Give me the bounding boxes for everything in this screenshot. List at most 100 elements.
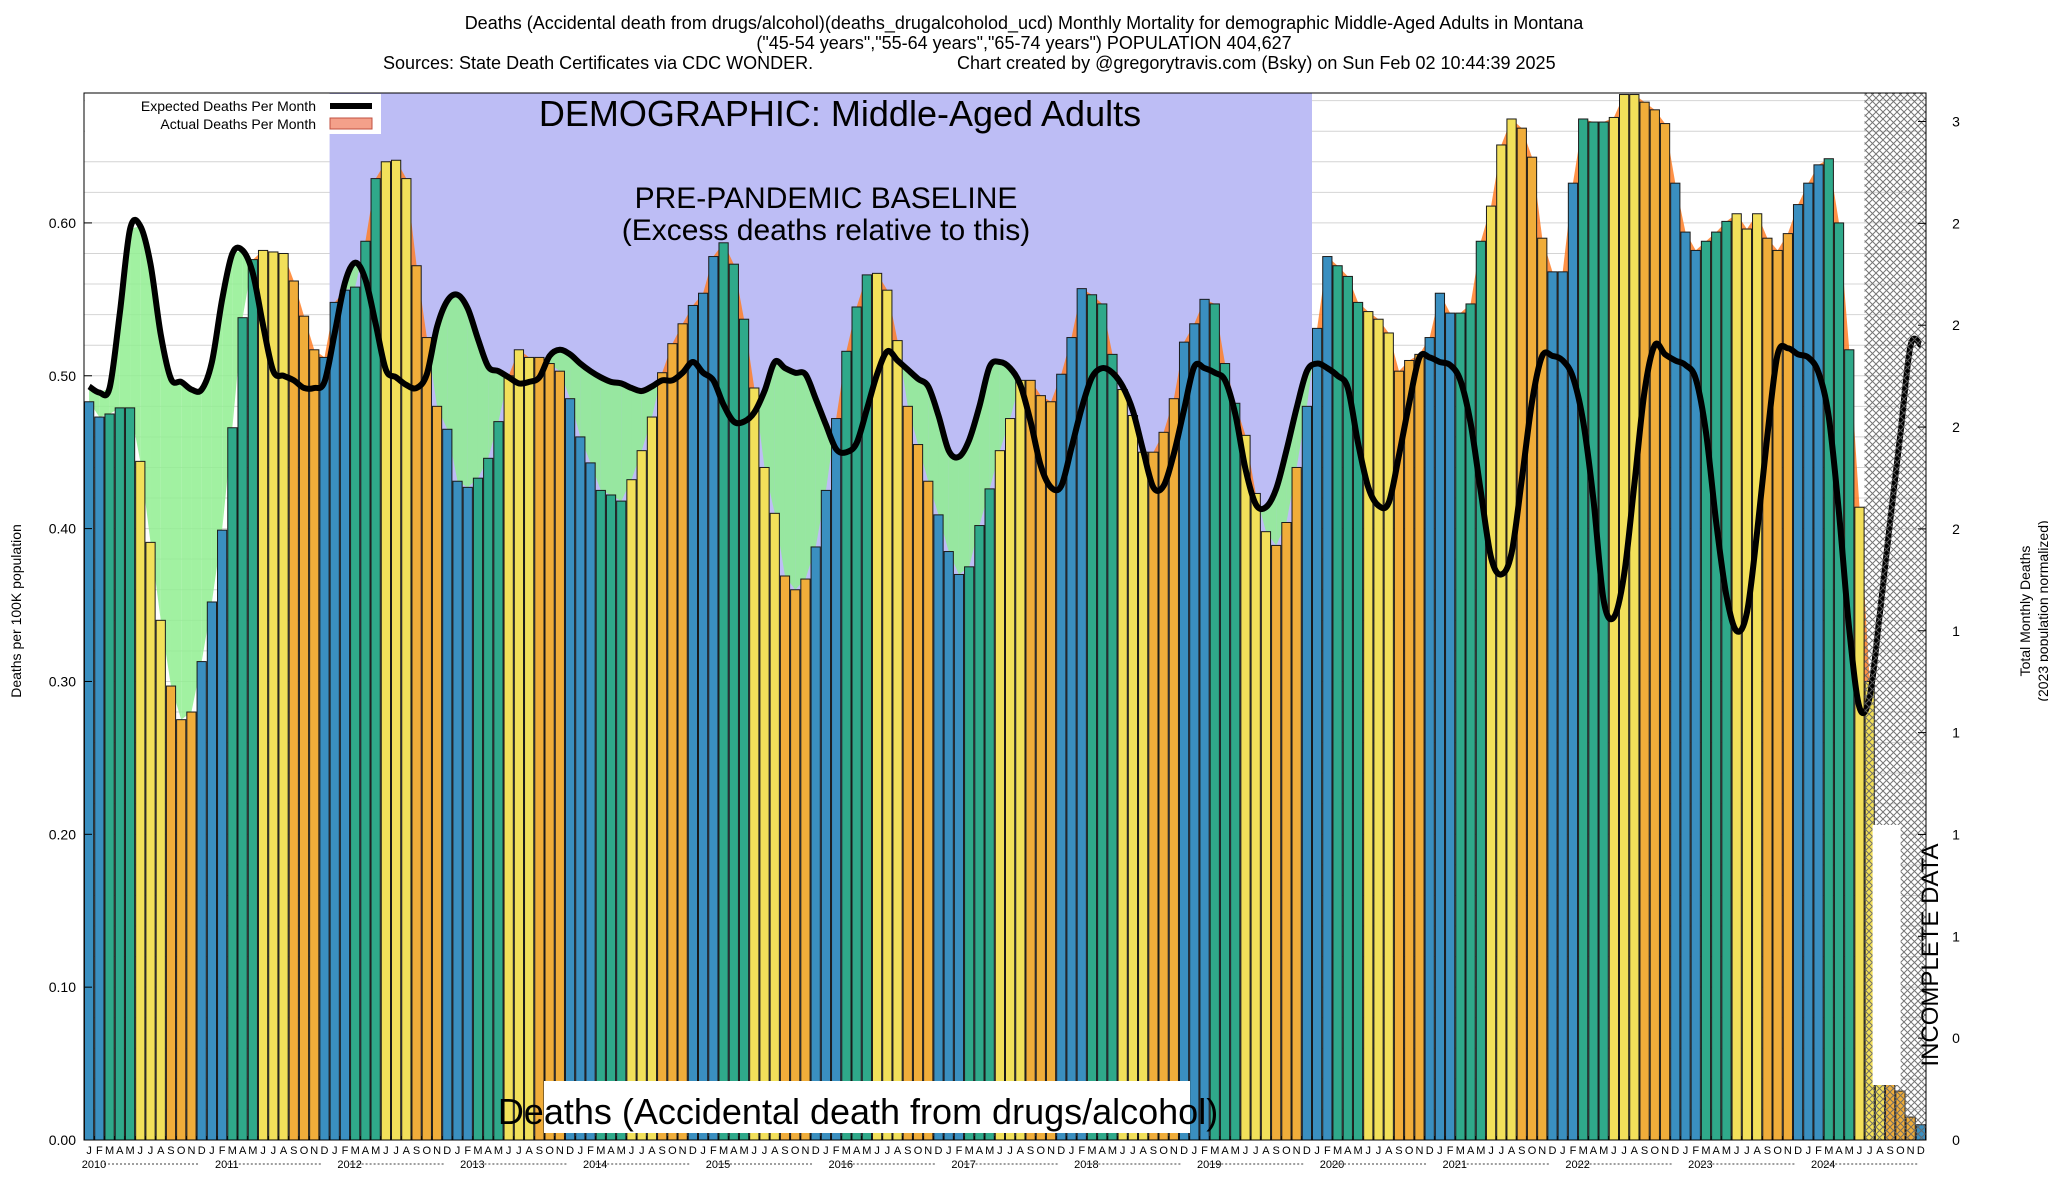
month-label: D xyxy=(566,1145,574,1157)
month-label: N xyxy=(801,1145,809,1157)
right-tick-label: 0 xyxy=(1952,1132,1960,1148)
bar xyxy=(309,349,320,1141)
month-label: J xyxy=(578,1145,584,1157)
month-label: O xyxy=(1037,1145,1046,1157)
excess-fill-segment xyxy=(457,294,468,488)
bar xyxy=(1383,332,1394,1141)
month-label: O xyxy=(791,1145,800,1157)
bar xyxy=(831,418,842,1141)
month-label: M xyxy=(1824,1145,1833,1157)
bar xyxy=(1813,164,1824,1141)
month-label: M xyxy=(1087,1145,1096,1157)
month-label: M xyxy=(351,1145,360,1157)
month-label: M xyxy=(1722,1145,1731,1157)
month-label: O xyxy=(1773,1145,1782,1157)
bar xyxy=(513,349,525,1141)
bar xyxy=(534,356,545,1141)
bar xyxy=(984,488,995,1141)
month-label: S xyxy=(1887,1145,1894,1157)
bottom-label: Deaths (Accidental death from drugs/alco… xyxy=(498,1091,1218,1132)
bar xyxy=(1803,182,1814,1141)
bar xyxy=(1107,353,1118,1141)
month-label: D xyxy=(1671,1145,1679,1157)
month-label: A xyxy=(116,1145,124,1157)
bar xyxy=(1178,341,1190,1141)
month-label: J xyxy=(86,1145,92,1157)
bar xyxy=(186,711,197,1141)
bar xyxy=(1485,205,1497,1141)
month-label: A xyxy=(1713,1145,1721,1157)
bar xyxy=(1312,327,1323,1141)
month-label: J xyxy=(1611,1145,1617,1157)
month-label: N xyxy=(1661,1145,1669,1157)
bar xyxy=(1639,101,1650,1141)
bar xyxy=(687,304,698,1141)
bar xyxy=(1250,492,1261,1141)
bar xyxy=(677,323,688,1141)
month-label: A xyxy=(607,1145,615,1157)
bar xyxy=(319,356,330,1141)
year-label: 2020 xyxy=(1320,1159,1344,1171)
bar xyxy=(820,489,832,1141)
month-label: A xyxy=(1876,1145,1884,1157)
month-label: F xyxy=(1447,1145,1454,1157)
bar xyxy=(1670,182,1681,1141)
excess-fill-segment xyxy=(1276,450,1287,546)
excess-fill-segment xyxy=(191,389,202,713)
bar xyxy=(1097,303,1108,1141)
right-tick-label: 3 xyxy=(1952,114,1960,130)
month-label: O xyxy=(1405,1145,1414,1157)
bar xyxy=(217,529,228,1141)
month-label: M xyxy=(985,1145,994,1157)
month-label: F xyxy=(1570,1145,1577,1157)
year-label: 2024 xyxy=(1811,1159,1835,1171)
bar xyxy=(452,480,463,1141)
demographic-banner: DEMOGRAPHIC: Middle-Aged Adults xyxy=(539,93,1141,134)
bar xyxy=(575,436,586,1141)
bar xyxy=(1823,158,1834,1141)
bar xyxy=(1506,118,1517,1141)
y-tick-label: 0.00 xyxy=(49,1132,76,1148)
month-label: N xyxy=(1538,1145,1546,1157)
month-label: M xyxy=(1701,1145,1710,1157)
bar xyxy=(503,375,514,1141)
month-label: F xyxy=(956,1145,963,1157)
month-label: S xyxy=(1764,1145,1771,1157)
bar xyxy=(1455,312,1466,1141)
month-label: J xyxy=(148,1145,154,1157)
month-label: A xyxy=(1344,1145,1352,1157)
excess-fill-segment xyxy=(958,439,970,575)
month-label: S xyxy=(536,1145,543,1157)
month-label: O xyxy=(1159,1145,1168,1157)
right-tick-label: 2 xyxy=(1952,419,1960,435)
excess-fill-segment xyxy=(918,378,929,482)
bar xyxy=(278,252,289,1141)
bar xyxy=(1526,156,1538,1141)
month-label: J xyxy=(639,1145,645,1157)
month-label: A xyxy=(853,1145,861,1157)
month-label: M xyxy=(1353,1145,1362,1157)
month-label: D xyxy=(812,1145,820,1157)
excess-fill-segment xyxy=(948,450,959,575)
month-label: J xyxy=(1683,1145,1689,1157)
month-label: J xyxy=(1621,1145,1627,1157)
bar xyxy=(1240,434,1251,1141)
excess-fill-segment xyxy=(611,381,622,502)
month-label: A xyxy=(771,1145,779,1157)
bar xyxy=(749,387,760,1141)
excess-fill-segment xyxy=(150,264,161,621)
month-label: M xyxy=(1108,1145,1117,1157)
excess-fill-segment xyxy=(437,300,448,430)
bar xyxy=(1281,521,1292,1141)
bar xyxy=(472,477,484,1141)
month-label: M xyxy=(1599,1145,1608,1157)
y-tick-label: 0.30 xyxy=(49,673,76,689)
month-label: M xyxy=(371,1145,380,1157)
excess-fill-segment xyxy=(119,229,131,408)
month-label: S xyxy=(1395,1145,1402,1157)
right-tick-label: 1 xyxy=(1952,928,1960,944)
month-label: J xyxy=(700,1145,706,1157)
bar xyxy=(227,427,238,1141)
bar xyxy=(564,398,576,1141)
